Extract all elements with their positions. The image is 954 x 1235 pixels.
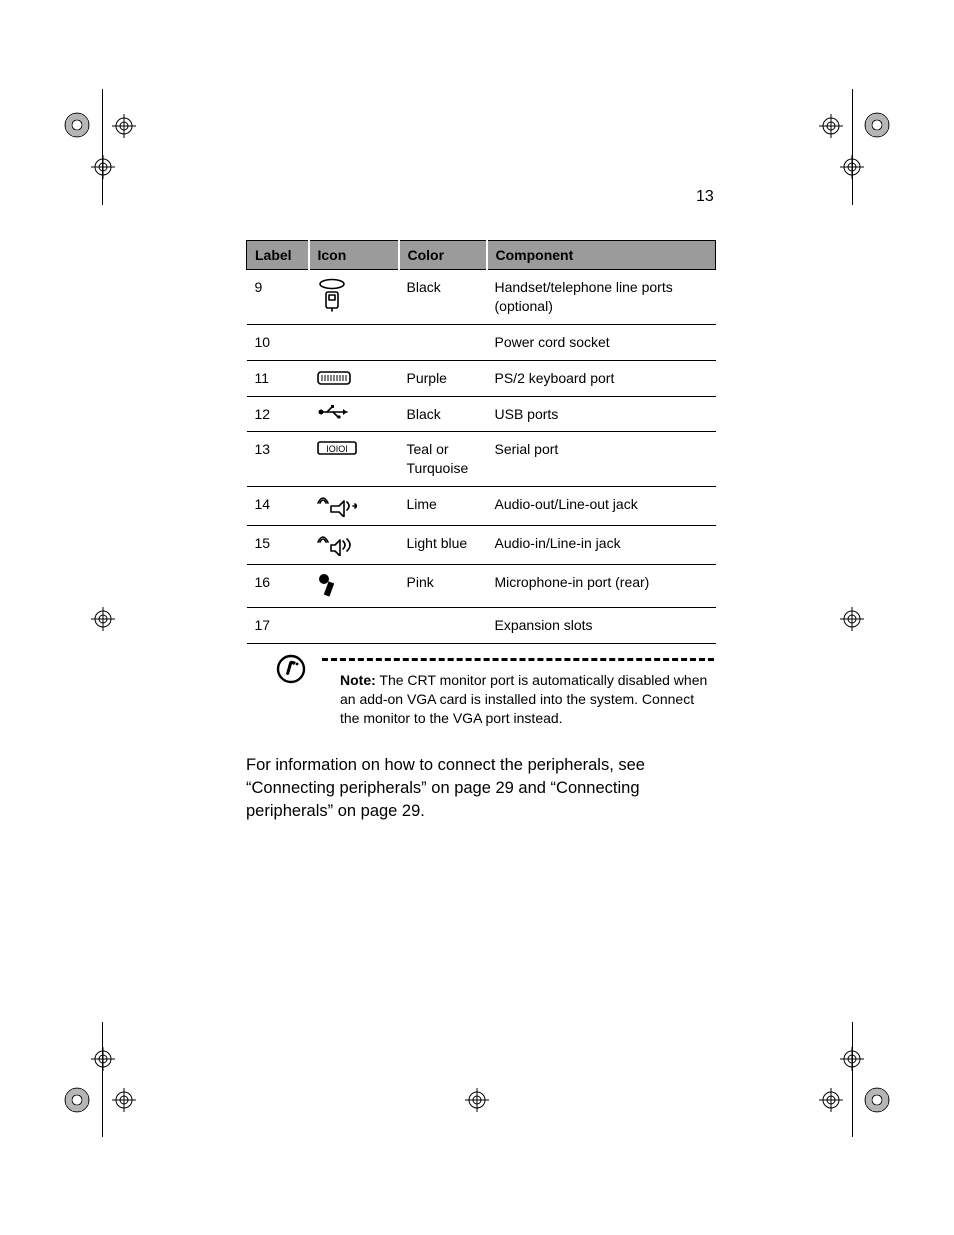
cell-label: 12 <box>247 396 309 432</box>
table-row: 12 BlackUSB ports <box>247 396 716 432</box>
registration-cross-icon <box>112 1088 136 1112</box>
table-row: 15 Light blueAudio-in/Line-in jack <box>247 526 716 565</box>
page-number: 13 <box>696 188 714 206</box>
cell-component: Power cord socket <box>487 324 716 360</box>
registration-dot-icon <box>63 1086 91 1114</box>
registration-dot-icon <box>863 1086 891 1114</box>
cell-label: 11 <box>247 360 309 396</box>
col-header-color: Color <box>399 241 487 270</box>
cell-label: 17 <box>247 608 309 644</box>
cell-label: 16 <box>247 565 309 608</box>
cell-component: Audio-in/Line-in jack <box>487 526 716 565</box>
cell-component: PS/2 keyboard port <box>487 360 716 396</box>
keyboard-icon <box>309 360 399 396</box>
cell-label: 15 <box>247 526 309 565</box>
registration-cross-icon <box>91 607 115 631</box>
table-row: 14 LimeAudio-out/Line-out jack <box>247 487 716 526</box>
registration-dot-icon <box>863 111 891 139</box>
cell-component: Audio-out/Line-out jack <box>487 487 716 526</box>
cell-color: Pink <box>399 565 487 608</box>
table-row: 13 IOIOI Teal or TurquoiseSerial port <box>247 432 716 487</box>
cell-label: 14 <box>247 487 309 526</box>
cell-label: 13 <box>247 432 309 487</box>
cell-component: Expansion slots <box>487 608 716 644</box>
cell-component: Handset/telephone line ports (optional) <box>487 270 716 325</box>
col-header-icon: Icon <box>309 241 399 270</box>
cell-component: Microphone-in port (rear) <box>487 565 716 608</box>
cell-component: Serial port <box>487 432 716 487</box>
note-body: The CRT monitor port is automatically di… <box>340 672 707 726</box>
body-paragraph: For information on how to connect the pe… <box>246 754 716 823</box>
cell-color: Lime <box>399 487 487 526</box>
crop-rule <box>852 1022 853 1137</box>
registration-cross-icon <box>91 155 115 179</box>
table-row: 16 PinkMicrophone-in port (rear) <box>247 565 716 608</box>
handset-icon <box>309 270 399 325</box>
crop-rule <box>102 1022 103 1137</box>
cell-color <box>399 324 487 360</box>
note-divider <box>322 658 714 661</box>
cell-color: Light blue <box>399 526 487 565</box>
mic-icon <box>309 565 399 608</box>
audio-out-icon <box>309 487 399 526</box>
registration-cross-icon <box>819 1088 843 1112</box>
table-row: 11 PurplePS/2 keyboard port <box>247 360 716 396</box>
registration-cross-icon <box>465 1088 489 1112</box>
registration-dot-icon <box>63 111 91 139</box>
cell-icon-empty <box>309 324 399 360</box>
cell-color <box>399 608 487 644</box>
cell-icon-empty <box>309 608 399 644</box>
registration-cross-icon <box>819 114 843 138</box>
note-block: Note: The CRT monitor port is automatica… <box>276 658 716 728</box>
usb-icon <box>309 396 399 432</box>
registration-cross-icon <box>112 114 136 138</box>
cell-color: Purple <box>399 360 487 396</box>
col-header-component: Component <box>487 241 716 270</box>
crop-rule <box>852 89 853 205</box>
note-icon <box>276 654 306 689</box>
component-table: Label Icon Color Component 9 BlackHandse… <box>246 240 716 644</box>
table-row: 17 Expansion slots <box>247 608 716 644</box>
audio-in-icon <box>309 526 399 565</box>
table-row: 9 BlackHandset/telephone line ports (opt… <box>247 270 716 325</box>
registration-cross-icon <box>840 607 864 631</box>
cell-color: Teal or Turquoise <box>399 432 487 487</box>
note-text: Note: The CRT monitor port is automatica… <box>340 671 712 728</box>
note-label: Note: <box>340 672 376 688</box>
cell-component: USB ports <box>487 396 716 432</box>
serial-icon: IOIOI <box>309 432 399 487</box>
table-row: 10 Power cord socket <box>247 324 716 360</box>
cell-label: 10 <box>247 324 309 360</box>
registration-cross-icon <box>91 1047 115 1071</box>
cell-color: Black <box>399 396 487 432</box>
cell-label: 9 <box>247 270 309 325</box>
svg-text:IOIOI: IOIOI <box>326 444 348 454</box>
col-header-label: Label <box>247 241 309 270</box>
crop-rule <box>102 89 103 205</box>
cell-color: Black <box>399 270 487 325</box>
